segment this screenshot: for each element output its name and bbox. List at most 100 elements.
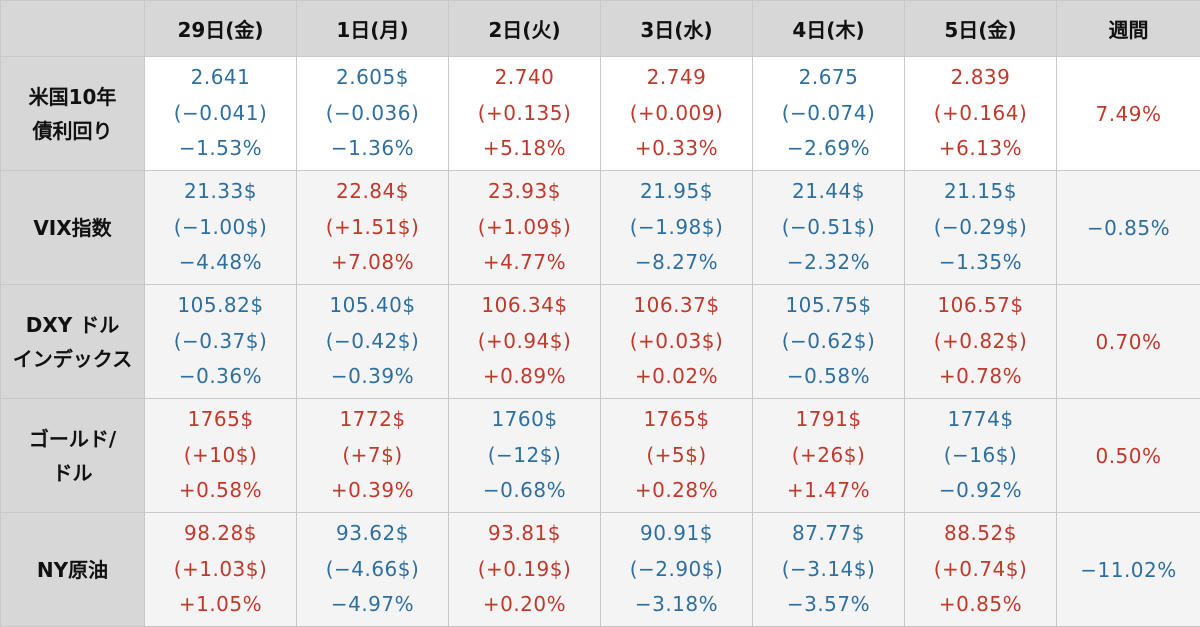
value-percent: +6.13% (905, 131, 1056, 167)
value-price: 93.62$ (297, 516, 448, 552)
value-price: 105.75$ (753, 288, 904, 324)
value-percent: −2.69% (753, 131, 904, 167)
value-price: 87.77$ (753, 516, 904, 552)
value-cell: 105.75$(−0.62$)−0.58% (753, 285, 905, 399)
value-percent: −8.27% (601, 245, 752, 281)
value-price: 21.95$ (601, 174, 752, 210)
value-cell: 1774$(−16$)−0.92% (905, 399, 1057, 513)
value-price: 2.605$ (297, 60, 448, 96)
value-change: (−0.041) (145, 96, 296, 132)
value-price: 23.93$ (449, 174, 600, 210)
value-percent: +0.33% (601, 131, 752, 167)
row-label-line: インデックス (1, 342, 144, 376)
value-percent: −0.68% (449, 473, 600, 509)
value-price: 2.740 (449, 60, 600, 96)
value-cell: 21.44$(−0.51$)−2.32% (753, 171, 905, 285)
value-change: (+0.009) (601, 96, 752, 132)
value-percent: −3.57% (753, 587, 904, 623)
value-change: (+0.74$) (905, 552, 1056, 588)
value-cell: 1765$(+5$)+0.28% (601, 399, 753, 513)
value-change: (+0.19$) (449, 552, 600, 588)
header-day: 2日(火) (449, 1, 601, 57)
header-row: 29日(金) 1日(月) 2日(火) 3日(水) 4日(木) 5日(金) 週間 (1, 1, 1200, 57)
value-change: (−0.42$) (297, 324, 448, 360)
value-change: (−4.66$) (297, 552, 448, 588)
value-price: 93.81$ (449, 516, 600, 552)
value-change: (+0.164) (905, 96, 1056, 132)
value-percent: −0.58% (753, 359, 904, 395)
value-percent: +0.78% (905, 359, 1056, 395)
weekly-change: 0.70% (1057, 285, 1200, 399)
value-change: (−1.98$) (601, 210, 752, 246)
value-price: 2.839 (905, 60, 1056, 96)
value-cell: 105.40$(−0.42$)−0.39% (297, 285, 449, 399)
value-percent: −3.18% (601, 587, 752, 623)
value-percent: −2.32% (753, 245, 904, 281)
value-change: (−0.074) (753, 96, 904, 132)
value-price: 98.28$ (145, 516, 296, 552)
value-percent: +4.77% (449, 245, 600, 281)
value-price: 2.675 (753, 60, 904, 96)
value-price: 88.52$ (905, 516, 1056, 552)
value-percent: +0.02% (601, 359, 752, 395)
value-change: (+0.94$) (449, 324, 600, 360)
value-percent: +1.05% (145, 587, 296, 623)
value-change: (−2.90$) (601, 552, 752, 588)
row-label: 米国10年債利回り (1, 57, 145, 171)
weekly-change: −0.85% (1057, 171, 1200, 285)
value-change: (+0.82$) (905, 324, 1056, 360)
header-day: 29日(金) (145, 1, 297, 57)
value-percent: +5.18% (449, 131, 600, 167)
value-change: (−16$) (905, 438, 1056, 474)
value-cell: 23.93$(+1.09$)+4.77% (449, 171, 601, 285)
value-change: (+26$) (753, 438, 904, 474)
value-cell: 106.37$(+0.03$)+0.02% (601, 285, 753, 399)
value-cell: 106.57$(+0.82$)+0.78% (905, 285, 1057, 399)
value-cell: 1765$(+10$)+0.58% (145, 399, 297, 513)
value-change: (+5$) (601, 438, 752, 474)
value-cell: 2.839(+0.164)+6.13% (905, 57, 1057, 171)
value-cell: 1760$(−12$)−0.68% (449, 399, 601, 513)
value-price: 1791$ (753, 402, 904, 438)
value-percent: −0.39% (297, 359, 448, 395)
value-change: (−0.036) (297, 96, 448, 132)
row-label: DXY ドルインデックス (1, 285, 145, 399)
value-cell: 87.77$(−3.14$)−3.57% (753, 513, 905, 627)
value-change: (+7$) (297, 438, 448, 474)
value-change: (−12$) (449, 438, 600, 474)
value-price: 106.37$ (601, 288, 752, 324)
value-price: 106.34$ (449, 288, 600, 324)
value-cell: 88.52$(+0.74$)+0.85% (905, 513, 1057, 627)
value-change: (+1.09$) (449, 210, 600, 246)
value-percent: −0.36% (145, 359, 296, 395)
row-label-line: 米国10年 (1, 80, 144, 114)
row-label-line: NY原油 (1, 553, 144, 587)
value-cell: 98.28$(+1.03$)+1.05% (145, 513, 297, 627)
value-price: 1765$ (601, 402, 752, 438)
value-percent: +1.47% (753, 473, 904, 509)
value-change: (+1.03$) (145, 552, 296, 588)
value-change: (−0.37$) (145, 324, 296, 360)
value-price: 2.749 (601, 60, 752, 96)
value-change: (−3.14$) (753, 552, 904, 588)
value-cell: 90.91$(−2.90$)−3.18% (601, 513, 753, 627)
value-price: 21.33$ (145, 174, 296, 210)
value-cell: 93.62$(−4.66$)−4.97% (297, 513, 449, 627)
value-cell: 2.641(−0.041)−1.53% (145, 57, 297, 171)
value-price: 105.40$ (297, 288, 448, 324)
header-day: 1日(月) (297, 1, 449, 57)
value-percent: −1.35% (905, 245, 1056, 281)
value-cell: 2.740(+0.135)+5.18% (449, 57, 601, 171)
value-price: 1765$ (145, 402, 296, 438)
value-percent: +0.39% (297, 473, 448, 509)
value-change: (+10$) (145, 438, 296, 474)
value-cell: 2.675(−0.074)−2.69% (753, 57, 905, 171)
value-price: 90.91$ (601, 516, 752, 552)
value-percent: +0.28% (601, 473, 752, 509)
value-percent: +0.20% (449, 587, 600, 623)
value-change: (−0.62$) (753, 324, 904, 360)
value-cell: 21.15$(−0.29$)−1.35% (905, 171, 1057, 285)
row-label-line: ドル (1, 456, 144, 490)
